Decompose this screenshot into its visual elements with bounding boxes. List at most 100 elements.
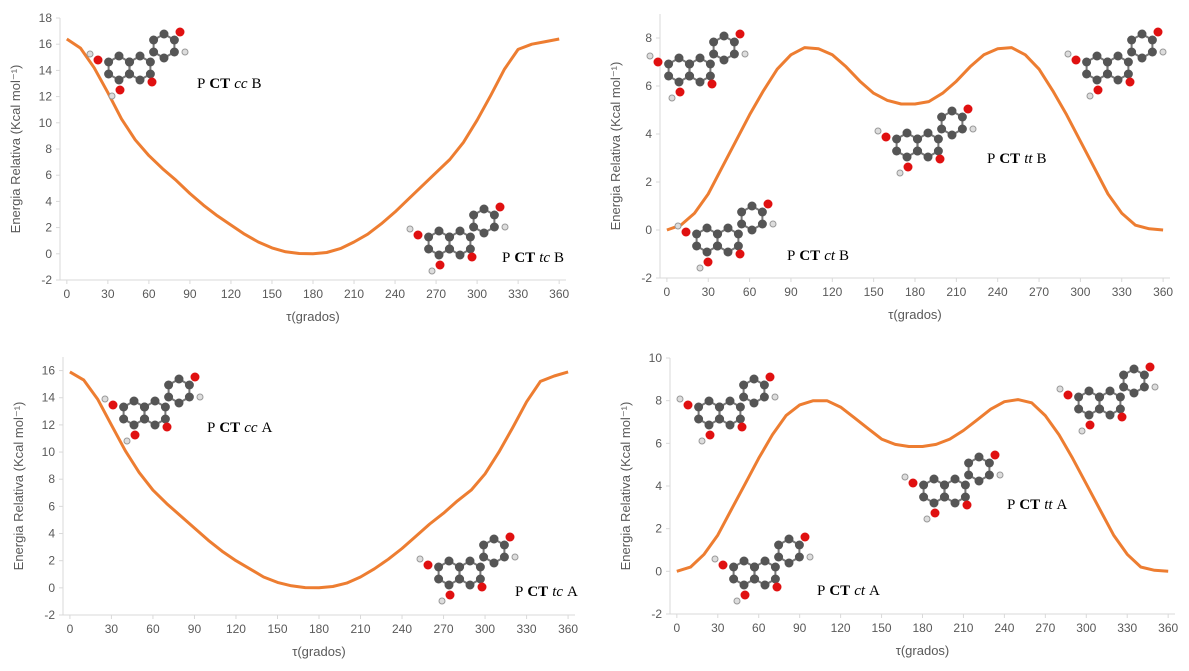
x-tick-label: 90 — [183, 287, 197, 301]
atom — [770, 574, 780, 584]
hydrogen — [181, 48, 189, 56]
atom — [733, 241, 743, 251]
atom — [750, 562, 760, 572]
oxygen — [763, 199, 773, 209]
y-tick-label: 6 — [645, 79, 652, 93]
atom — [760, 556, 770, 566]
oxygen — [190, 372, 200, 382]
molecule-sketch — [646, 29, 749, 102]
y-tick-label: 0 — [48, 581, 55, 595]
atom — [892, 134, 902, 144]
annotation-part: B — [1037, 151, 1047, 167]
annotation-part: P — [1007, 497, 1015, 513]
atom — [664, 59, 674, 69]
annotation-part: tt — [1024, 151, 1033, 167]
x-tick-label: 210 — [350, 622, 370, 636]
x-tick-label: 240 — [392, 622, 412, 636]
x-tick-label: 90 — [188, 622, 202, 636]
oxygen — [467, 252, 477, 262]
atom — [950, 474, 960, 484]
x-tick-label: 120 — [221, 287, 241, 301]
y-tick-label: 18 — [39, 11, 53, 25]
x-axis-label: τ(grados) — [292, 644, 346, 659]
x-tick-label: 150 — [262, 287, 282, 301]
atom — [974, 476, 984, 486]
atom — [135, 75, 145, 85]
atom — [960, 480, 970, 490]
annotation-part: CT — [527, 584, 548, 600]
atom — [184, 392, 194, 402]
molecule-sketch — [1064, 27, 1167, 100]
atom — [424, 244, 434, 254]
atom — [1129, 388, 1139, 398]
atom — [164, 392, 174, 402]
atom — [160, 402, 170, 412]
atom — [913, 146, 923, 156]
atom — [169, 47, 179, 57]
hydrogen — [86, 50, 94, 58]
x-tick-label: 210 — [344, 287, 364, 301]
atom — [674, 77, 684, 87]
x-axis-label: τ(grados) — [896, 643, 950, 658]
atom — [974, 452, 984, 462]
atom — [695, 53, 705, 63]
atom — [705, 71, 715, 81]
atom — [455, 562, 465, 572]
atom — [694, 414, 704, 424]
atom — [739, 580, 749, 590]
x-tick-label: 60 — [752, 621, 766, 635]
x-tick-label: 330 — [1112, 285, 1132, 299]
atom — [104, 69, 114, 79]
annotation: P CT tt B — [987, 151, 1047, 167]
annotation-part: B — [839, 248, 849, 264]
annotation: P CT ct A — [817, 583, 880, 599]
atom — [960, 492, 970, 502]
oxygen — [705, 430, 715, 440]
x-tick-label: 330 — [517, 622, 537, 636]
hydrogen — [406, 225, 414, 233]
atom — [145, 57, 155, 67]
annotation-part: CT — [209, 76, 230, 92]
atom — [713, 229, 723, 239]
atom — [465, 556, 475, 566]
atom — [759, 392, 769, 402]
atom — [119, 414, 129, 424]
x-tick-label: 300 — [1076, 621, 1096, 635]
x-tick-label: 180 — [905, 285, 925, 299]
atom — [685, 59, 695, 69]
atom — [1115, 392, 1125, 402]
hydrogen — [108, 92, 116, 100]
y-axis-label: Energia Relativa (Kcal mol⁻¹) — [8, 65, 23, 234]
atom — [729, 49, 739, 59]
annotation-part: A — [262, 420, 273, 436]
x-tick-label: 300 — [1070, 285, 1090, 299]
annotation-part: cc — [234, 76, 248, 92]
atom — [760, 580, 770, 590]
atom — [759, 380, 769, 390]
oxygen — [505, 532, 515, 542]
atom — [1095, 392, 1105, 402]
hydrogen — [196, 393, 204, 401]
x-tick-label: 180 — [309, 622, 329, 636]
oxygen — [115, 85, 125, 95]
atom — [705, 59, 715, 69]
annotation-part: P — [207, 420, 215, 436]
oxygen — [718, 560, 728, 570]
x-tick-label: 60 — [743, 285, 757, 299]
atom — [725, 420, 735, 430]
atom — [469, 222, 479, 232]
hydrogen — [1151, 383, 1159, 391]
x-tick-label: 240 — [988, 285, 1008, 299]
atom — [455, 250, 465, 260]
annotation-part: P — [197, 76, 205, 92]
atom — [940, 480, 950, 490]
atom — [1084, 410, 1094, 420]
atom — [125, 57, 135, 67]
atom — [723, 247, 733, 257]
oxygen — [130, 430, 140, 440]
oxygen — [162, 422, 172, 432]
oxygen — [800, 532, 810, 542]
atom — [749, 398, 759, 408]
atom — [1095, 404, 1105, 414]
atom — [149, 47, 159, 57]
